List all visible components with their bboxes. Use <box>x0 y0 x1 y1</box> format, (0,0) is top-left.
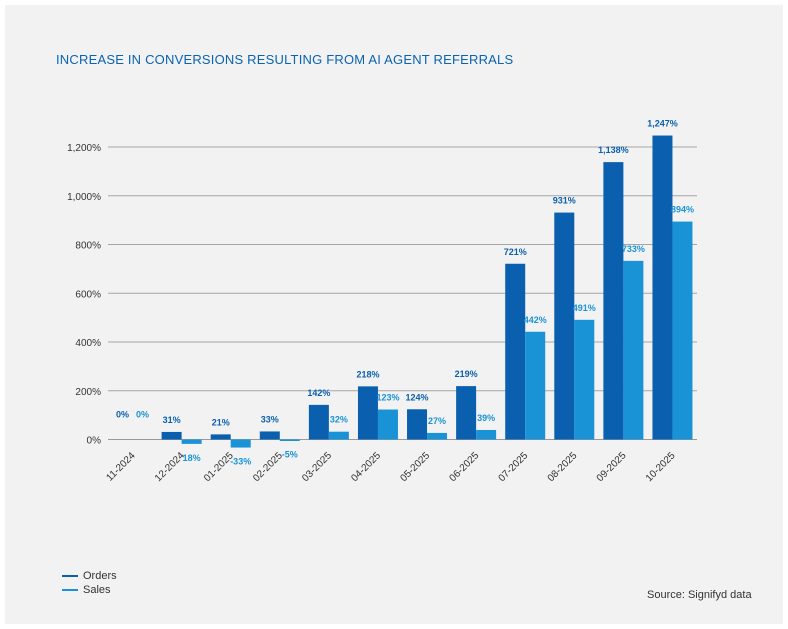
legend-label-sales: Sales <box>83 584 111 596</box>
chart-title: INCREASE IN CONVERSIONS RESULTING FROM A… <box>56 52 514 67</box>
x-tick-label: 09-2025 <box>595 450 629 484</box>
bar-orders <box>603 162 624 440</box>
data-label: 721% <box>504 247 527 257</box>
bars <box>161 135 693 448</box>
bar-sales <box>230 439 251 448</box>
y-tick-label: 0% <box>87 436 102 447</box>
data-label: 21% <box>212 417 230 427</box>
data-label: 33% <box>261 414 279 424</box>
bar-sales <box>181 439 202 444</box>
source-note: Source: Signifyd data <box>647 589 752 601</box>
x-tick-label: 07-2025 <box>497 450 531 484</box>
x-tick-label: 11-2024 <box>104 450 138 484</box>
x-tick-label: 10-2025 <box>644 450 678 484</box>
bar-sales <box>525 331 546 440</box>
data-label: -5% <box>282 450 298 460</box>
data-label: 1,138% <box>598 145 629 155</box>
x-tick-label: 01-2025 <box>202 450 236 484</box>
legend-swatch-sales <box>62 589 78 591</box>
data-label: 18% <box>183 453 201 463</box>
bar-sales <box>427 432 448 440</box>
data-label: 31% <box>163 415 181 425</box>
y-tick-label: 200% <box>75 387 101 398</box>
x-tick-label: 08-2025 <box>546 450 580 484</box>
bar-sales <box>476 429 497 440</box>
data-label: 0% <box>136 410 149 420</box>
y-tick-label: 600% <box>75 289 101 300</box>
bar-sales <box>574 319 595 440</box>
data-label: 142% <box>307 388 330 398</box>
data-label: 0% <box>116 410 129 420</box>
bar-sales <box>377 409 398 440</box>
data-label: 491% <box>573 303 596 313</box>
bar-sales <box>623 260 644 440</box>
y-tick-label: 1,000% <box>67 192 101 203</box>
bar-orders <box>357 386 378 440</box>
y-tick-label: 1,200% <box>67 143 101 154</box>
data-label: 931% <box>553 196 576 206</box>
x-tick-label: 05-2025 <box>398 450 432 484</box>
data-label: 124% <box>406 392 429 402</box>
data-label: 442% <box>524 315 547 325</box>
bar-orders <box>652 135 673 440</box>
bar-orders <box>505 263 526 440</box>
data-labels: 0% 0% 31% 18% 21% -33% 33% -5% 142% 32% 218% 123% 12… <box>116 119 694 467</box>
bar-orders <box>456 386 477 440</box>
x-tick-label: 12-2024 <box>153 450 187 484</box>
y-axis-ticks: 0% 200% 400% 600% 800% 1,000% 1,200% <box>67 143 101 447</box>
data-label: -33% <box>230 457 251 467</box>
bar-orders <box>407 409 428 440</box>
x-tick-label: 06-2025 <box>448 450 482 484</box>
data-label: 218% <box>356 369 379 379</box>
bar-orders <box>259 431 280 440</box>
gridlines <box>108 146 697 440</box>
bar-sales <box>328 431 349 440</box>
legend-item-orders: Orders <box>62 569 117 583</box>
x-tick-label: 02-2025 <box>251 450 285 484</box>
data-label: 894% <box>671 205 694 215</box>
data-label: 219% <box>455 369 478 379</box>
data-label: 39% <box>477 413 495 423</box>
data-label: 733% <box>622 244 645 254</box>
y-tick-label: 800% <box>75 241 101 252</box>
bar-sales <box>279 439 300 441</box>
legend-swatch-orders <box>62 575 78 577</box>
legend-item-sales: Sales <box>62 583 117 597</box>
bar-orders <box>210 434 231 440</box>
bar-orders <box>161 431 182 440</box>
data-label: 123% <box>376 393 399 403</box>
y-tick-label: 400% <box>75 338 101 349</box>
data-label: 32% <box>330 415 348 425</box>
legend: Orders Sales <box>62 569 117 597</box>
data-label: 27% <box>428 416 446 426</box>
legend-label-orders: Orders <box>83 570 117 582</box>
data-label: 1,247% <box>647 119 678 129</box>
x-tick-label: 04-2025 <box>349 450 383 484</box>
bar-orders <box>554 212 575 440</box>
x-tick-label: 03-2025 <box>300 450 334 484</box>
bar-orders <box>308 404 329 440</box>
bar-sales <box>672 221 693 440</box>
